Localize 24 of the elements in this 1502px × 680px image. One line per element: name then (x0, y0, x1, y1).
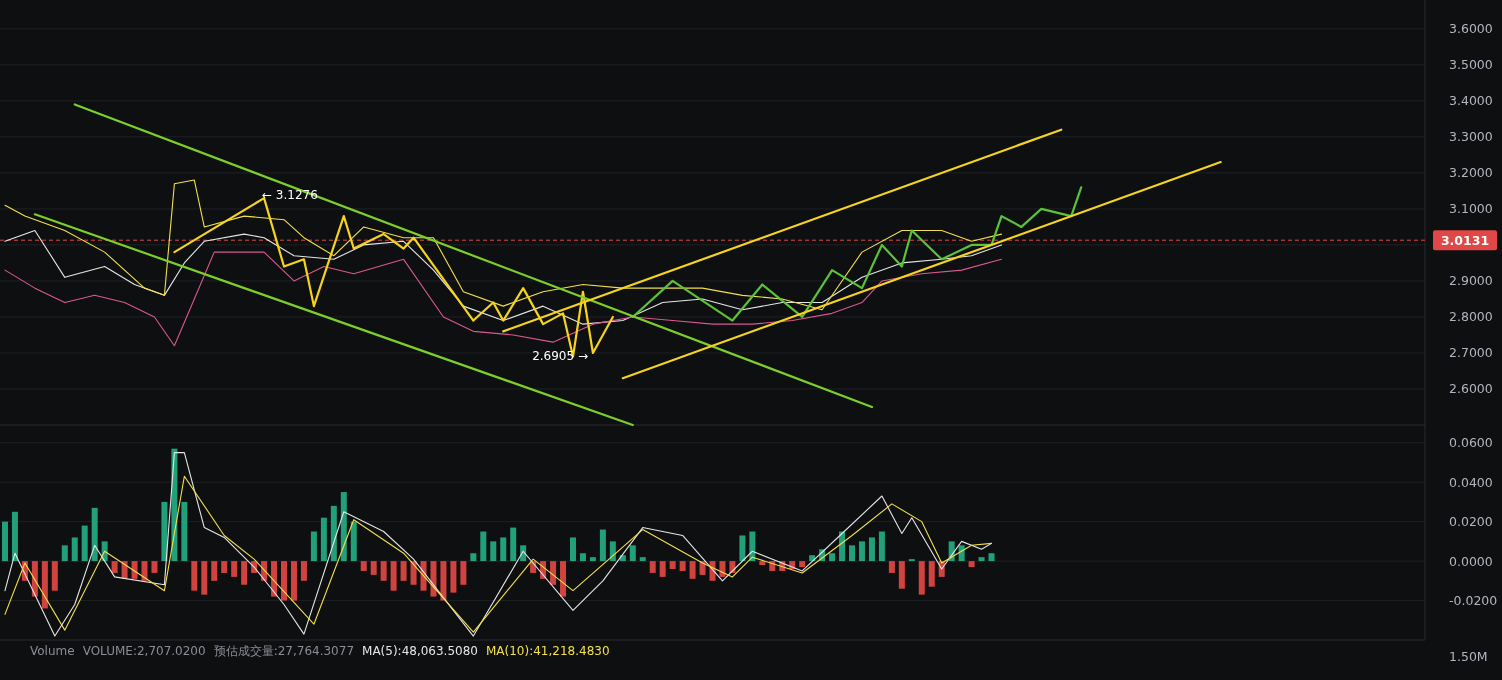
text: VOLUME:2,707.0200 (82, 644, 206, 658)
y-tick-label: 2.6000 (1449, 381, 1493, 397)
y-tick-label: 3.1000 (1449, 201, 1493, 217)
y-tick-label: 3.4000 (1449, 93, 1493, 109)
text: 1.50M (1449, 649, 1488, 664)
y-tick-label: 0.0000 (1449, 553, 1493, 569)
y-tick-label: -0.0200 (1449, 593, 1498, 609)
annotation: 2.6905 → (532, 349, 588, 363)
y-tick-label: 3.5000 (1449, 57, 1493, 73)
y-tick-label: 2.8000 (1449, 309, 1493, 325)
ref-line-label: 3.0131 (1440, 232, 1490, 248)
y-tick-label: 0.0200 (1449, 514, 1493, 530)
y-tick-label: 2.9000 (1449, 273, 1493, 289)
y-tick-label: 2.7000 (1449, 345, 1493, 361)
y-tick-label: 0.0600 (1449, 435, 1493, 451)
y-tick-label: 3.6000 (1449, 21, 1493, 37)
y-tick-label: 3.2000 (1449, 165, 1493, 181)
text: 预估成交量:27,764.3077 (213, 644, 355, 658)
text: MA(5):48,063.5080 (362, 644, 478, 658)
text: MA(10):41,218.4830 (485, 644, 610, 658)
y-tick-label: 0.0400 (1449, 474, 1493, 490)
y-tick-label: 3.3000 (1449, 129, 1493, 145)
text: Volume (30, 644, 75, 658)
annotation: ← 3.1276 (262, 188, 318, 202)
